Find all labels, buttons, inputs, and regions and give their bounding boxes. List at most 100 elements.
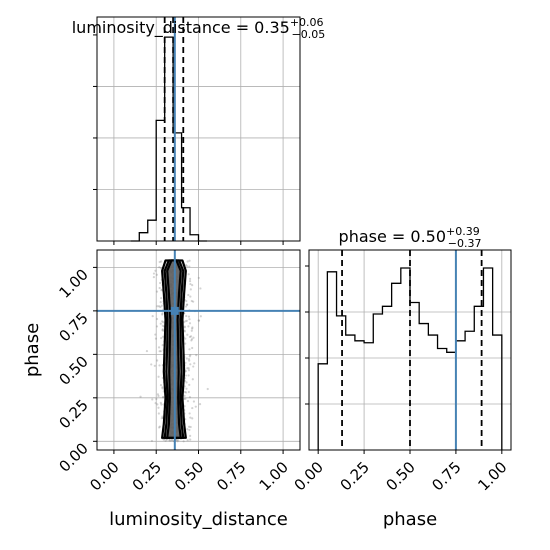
title-luminosity-distance: luminosity_distance = 0.35+0.06 −0.05 — [72, 16, 326, 41]
scatter-sample-point — [185, 314, 188, 318]
scatter-sample-point — [188, 335, 192, 338]
scatter-sample-point — [150, 439, 154, 443]
scatter-sample-point — [159, 383, 163, 387]
scatter-sample-point — [159, 401, 162, 404]
tick-label-phase-hist-x-4: 1.00 — [474, 458, 510, 494]
scatter-sample-point — [176, 440, 179, 443]
scatter-sample-point — [199, 287, 202, 290]
scatter-sample-point — [190, 299, 193, 303]
scatter-sample-point — [184, 320, 187, 323]
scatter-sample-point — [191, 327, 194, 330]
scatter-sample-point — [159, 322, 162, 325]
scatter-sample-point — [154, 401, 157, 405]
scatter-sample-point — [161, 386, 164, 389]
scatter-sample-point — [155, 273, 158, 276]
scatter-sample-point — [194, 405, 197, 408]
scatter-sample-point — [156, 403, 159, 406]
scatter-sample-point — [153, 364, 156, 367]
scatter-sample-point — [160, 304, 163, 307]
scatter-sample-point — [184, 342, 187, 345]
scatter-sample-point — [154, 269, 157, 272]
truth-point-marker — [170, 306, 179, 315]
scatter-sample-point — [158, 364, 161, 367]
scatter-sample-point — [185, 265, 189, 268]
scatter-sample-point — [184, 391, 188, 394]
scatter-sample-point — [190, 338, 194, 341]
scatter-sample-point — [188, 259, 191, 262]
scatter-sample-point — [158, 286, 161, 290]
scatter-sample-point — [162, 395, 165, 399]
scatter-sample-point — [188, 277, 192, 280]
scatter-sample-point — [161, 328, 164, 331]
scatter-sample-point — [184, 369, 188, 373]
scatter-sample-point — [195, 353, 198, 357]
scatter-sample-point — [206, 387, 209, 391]
scatter-sample-point — [187, 367, 190, 370]
tick-label-2d-x-4: 1.00 — [256, 458, 292, 494]
scatter-sample-point — [161, 344, 164, 347]
tick-label-2d-x-3: 0.75 — [213, 458, 249, 494]
scatter-sample-point — [160, 260, 163, 263]
scatter-sample-point — [183, 329, 186, 332]
scatter-sample-point — [157, 305, 161, 308]
tick-layer — [93, 34, 503, 454]
scatter-sample-point — [175, 438, 178, 441]
scatter-sample-point — [160, 289, 163, 292]
scatter-sample-point — [187, 273, 190, 276]
scatter-sample-point — [177, 439, 180, 442]
scatter-sample-point — [186, 333, 189, 336]
scatter-sample-point — [192, 365, 195, 368]
scatter-sample-point — [157, 394, 160, 398]
scatter-sample-point — [185, 381, 188, 384]
scatter-sample-point — [188, 396, 192, 399]
scatter-sample-point — [188, 322, 192, 325]
scatter-sample-point — [145, 349, 149, 353]
scatter-sample-point — [182, 440, 185, 443]
scatter-sample-point — [190, 329, 193, 332]
scatter-sample-point — [192, 336, 195, 339]
scatter-sample-point — [189, 354, 192, 357]
scatter-sample-point — [157, 346, 161, 349]
scatter-sample-point — [160, 297, 163, 300]
scatter-sample-point — [187, 425, 191, 428]
scatter-sample-point — [188, 265, 191, 268]
scatter-sample-point — [191, 284, 194, 287]
tick-label-phase-hist-x-1: 0.25 — [337, 458, 373, 494]
scatter-sample-point — [185, 319, 188, 322]
scatter-sample-point — [152, 272, 156, 275]
scatter-sample-point — [189, 363, 192, 366]
scatter-sample-point — [192, 300, 195, 303]
scatter-sample-point — [175, 439, 178, 442]
scatter-sample-point — [156, 305, 159, 308]
scatter-sample-point — [183, 390, 186, 394]
tick-label-2d-x-1: 0.25 — [129, 458, 165, 494]
scatter-sample-point — [188, 348, 191, 351]
tick-label-2d-x-2: 0.50 — [171, 458, 207, 494]
scatter-sample-point — [187, 315, 191, 318]
scatter-sample-point — [156, 359, 159, 362]
scatter-sample-point — [150, 363, 153, 366]
scatter-sample-point — [187, 293, 190, 297]
scatter-sample-point — [158, 426, 161, 429]
scatter-sample-point — [161, 329, 164, 332]
scatter-sample-point — [187, 358, 191, 361]
hist-luminosity-distance — [130, 36, 207, 242]
scatter-sample-point — [187, 390, 190, 394]
scatter-sample-point — [157, 406, 160, 409]
marker-line-layer — [97, 17, 483, 450]
scatter-sample-point — [184, 305, 188, 308]
scatter-sample-point — [186, 439, 189, 442]
scatter-sample-point — [188, 428, 191, 432]
scatter-sample-point — [159, 301, 162, 304]
scatter-sample-point — [171, 438, 174, 441]
scatter-sample-point — [187, 369, 191, 372]
scatter-sample-point — [185, 303, 189, 306]
scatter-sample-point — [199, 315, 202, 318]
scatter-sample-point — [198, 403, 202, 406]
scatter-sample-point — [191, 346, 194, 350]
scatter-sample-point — [161, 320, 164, 323]
scatter-sample-point — [161, 415, 164, 418]
scatter-sample-point — [158, 281, 162, 285]
scatter-sample-point — [187, 374, 190, 377]
scatter-sample-point — [189, 335, 193, 338]
